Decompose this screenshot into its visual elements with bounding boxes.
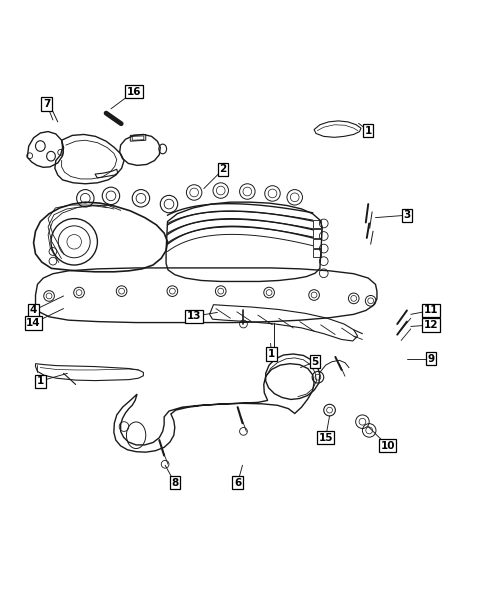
Text: 16: 16 [126, 87, 141, 97]
Text: 1: 1 [267, 349, 274, 359]
Text: 1: 1 [37, 376, 44, 386]
Text: 6: 6 [234, 478, 241, 488]
Text: 4: 4 [30, 306, 37, 316]
Text: 3: 3 [403, 210, 410, 220]
Text: 9: 9 [427, 354, 434, 364]
Text: 7: 7 [43, 99, 50, 109]
Text: 15: 15 [318, 432, 332, 442]
Text: 10: 10 [379, 441, 394, 451]
Text: 5: 5 [311, 357, 318, 367]
Bar [312, 219, 321, 228]
Text: 11: 11 [423, 306, 438, 316]
Text: 13: 13 [186, 312, 201, 322]
Text: 8: 8 [171, 478, 178, 488]
Text: 2: 2 [219, 164, 227, 174]
Text: 14: 14 [26, 318, 41, 328]
Bar [312, 239, 321, 248]
Bar [312, 248, 321, 257]
Text: 1: 1 [364, 126, 371, 136]
Text: 12: 12 [423, 320, 438, 330]
Bar [312, 230, 321, 238]
